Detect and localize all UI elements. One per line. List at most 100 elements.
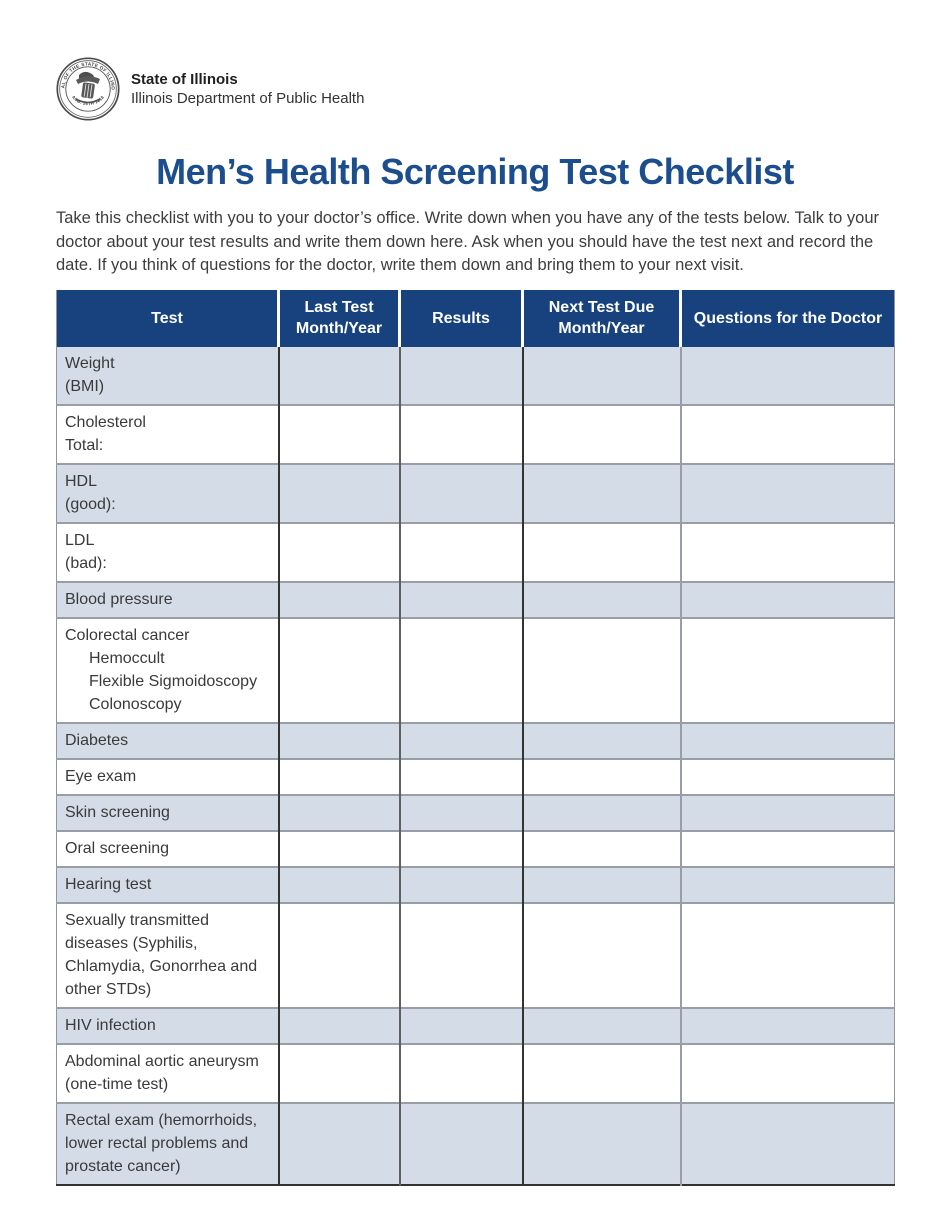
test-name-cell: Skin screening: [56, 793, 279, 831]
test-name-line: HDL: [65, 472, 98, 490]
test-name-line: Hearing test: [65, 875, 152, 893]
last-test-entry-cell: [277, 403, 400, 464]
test-name-line: Rectal exam (hemorrhoids, lower rectal p…: [65, 1111, 258, 1175]
last-test-entry-cell: [277, 346, 400, 405]
test-name-line: Weight: [65, 354, 115, 372]
results-entry-cell: [398, 829, 523, 867]
results-entry-cell: [398, 616, 523, 723]
questions-entry-cell: [679, 616, 895, 723]
test-name-line: Diabetes: [65, 731, 129, 749]
intro-paragraph: Take this checklist with you to your doc…: [56, 209, 879, 274]
results-entry-cell: [398, 865, 523, 903]
table-row: Abdominal aortic aneurysm (one-time test…: [56, 1042, 895, 1103]
screening-table: Test Last Test Month/Year Results Next Test…: [56, 289, 895, 1186]
document-page: SEAL OF THE STATE OF ILLINOIS AUG. 26TH …: [56, 57, 895, 1186]
agency-text-block: State of Illinois Illinois Department of…: [131, 71, 364, 108]
results-entry-cell: [398, 346, 523, 405]
results-entry-cell: [398, 403, 523, 464]
questions-entry-cell: [679, 1042, 895, 1103]
questions-entry-cell: [679, 901, 895, 1008]
next-test-due-entry-cell: [521, 346, 681, 405]
next-test-due-entry-cell: [521, 403, 681, 464]
results-entry-cell: [398, 521, 523, 582]
results-entry-cell: [398, 1006, 523, 1044]
questions-entry-cell: [679, 757, 895, 795]
next-test-due-entry-cell: [521, 521, 681, 582]
test-name-line: HIV infection: [65, 1016, 156, 1034]
test-sub-item: Hemoccult: [89, 649, 165, 667]
questions-entry-cell: [679, 721, 895, 759]
last-test-entry-cell: [277, 829, 400, 867]
table-row: HDL (good):: [56, 462, 895, 523]
test-name-line: (bad):: [65, 554, 107, 572]
test-name-line: Eye exam: [65, 767, 137, 785]
last-test-entry-cell: [277, 1101, 400, 1185]
test-sub-item: Colonoscopy: [89, 695, 182, 713]
results-entry-cell: [398, 1042, 523, 1103]
table-row: Cholesterol Total:: [56, 403, 895, 464]
test-name-line: LDL: [65, 531, 95, 549]
column-header-results: Results: [398, 289, 523, 347]
last-test-entry-cell: [277, 580, 400, 618]
next-test-due-entry-cell: [521, 721, 681, 759]
last-test-entry-cell: [277, 721, 400, 759]
test-name-line: Total:: [65, 436, 104, 454]
results-entry-cell: [398, 793, 523, 831]
questions-entry-cell: [679, 829, 895, 867]
test-name-cell: Eye exam: [56, 757, 279, 795]
illinois-state-seal-icon: SEAL OF THE STATE OF ILLINOIS AUG. 26TH …: [56, 57, 120, 121]
last-test-entry-cell: [277, 757, 400, 795]
next-test-due-entry-cell: [521, 1042, 681, 1103]
column-header-test: Test: [56, 289, 279, 347]
next-test-due-entry-cell: [521, 1006, 681, 1044]
questions-entry-cell: [679, 521, 895, 582]
questions-entry-cell: [679, 793, 895, 831]
page-title: Men’s Health Screening Test Checklist: [156, 151, 794, 192]
table-row: LDL (bad):: [56, 521, 895, 582]
last-test-entry-cell: [277, 462, 400, 523]
table-row: Weight (BMI): [56, 346, 895, 405]
agency-header: SEAL OF THE STATE OF ILLINOIS AUG. 26TH …: [56, 57, 894, 121]
test-name-line: (BMI): [65, 377, 105, 395]
next-test-due-entry-cell: [521, 1101, 681, 1185]
column-header-next-test-due: Next Test Due Month/Year: [521, 289, 681, 347]
questions-entry-cell: [679, 1101, 895, 1185]
questions-entry-cell: [679, 580, 895, 618]
test-name-cell: HIV infection: [56, 1006, 279, 1044]
test-name-cell: Abdominal aortic aneurysm (one-time test…: [56, 1042, 279, 1103]
questions-entry-cell: [679, 346, 895, 405]
next-test-due-entry-cell: [521, 793, 681, 831]
test-name-cell: Colorectal cancer Hemoccult Flexible Sigmo…: [56, 616, 279, 723]
last-test-entry-cell: [277, 1006, 400, 1044]
next-test-due-entry-cell: [521, 865, 681, 903]
test-name-line: Blood pressure: [65, 590, 173, 608]
questions-entry-cell: [679, 462, 895, 523]
table-row: Skin screening: [56, 793, 895, 831]
next-test-due-entry-cell: [521, 462, 681, 523]
last-test-entry-cell: [277, 901, 400, 1008]
next-test-due-entry-cell: [521, 616, 681, 723]
results-entry-cell: [398, 721, 523, 759]
agency-department: Illinois Department of Public Health: [131, 89, 365, 107]
test-name-cell: Oral screening: [56, 829, 279, 867]
last-test-entry-cell: [277, 865, 400, 903]
table-row: Rectal exam (hemorrhoids, lower rectal p…: [56, 1101, 895, 1185]
test-name-line: (good):: [65, 495, 116, 513]
test-name-cell: Weight (BMI): [56, 346, 279, 405]
table-header-row: Test Last Test Month/Year Results Next Test…: [56, 289, 895, 347]
last-test-entry-cell: [277, 521, 400, 582]
questions-entry-cell: [679, 865, 895, 903]
column-header-last-test: Last Test Month/Year: [277, 289, 400, 347]
test-name-cell: Sexually transmitted diseases (Syphilis,…: [56, 901, 279, 1008]
next-test-due-entry-cell: [521, 757, 681, 795]
test-name-line: Oral screening: [65, 839, 170, 857]
agency-name: State of Illinois: [131, 70, 238, 88]
last-test-entry-cell: [277, 1042, 400, 1103]
questions-entry-cell: [679, 1006, 895, 1044]
test-name-cell: Rectal exam (hemorrhoids, lower rectal p…: [56, 1101, 279, 1185]
test-name-line: Cholesterol: [65, 413, 146, 431]
test-name-cell: Blood pressure: [56, 580, 279, 618]
table-row: HIV infection: [56, 1006, 895, 1044]
test-sub-item: Flexible Sigmoidoscopy: [89, 672, 258, 690]
table-row: Colorectal cancer Hemoccult Flexible Sigmo…: [56, 616, 895, 723]
